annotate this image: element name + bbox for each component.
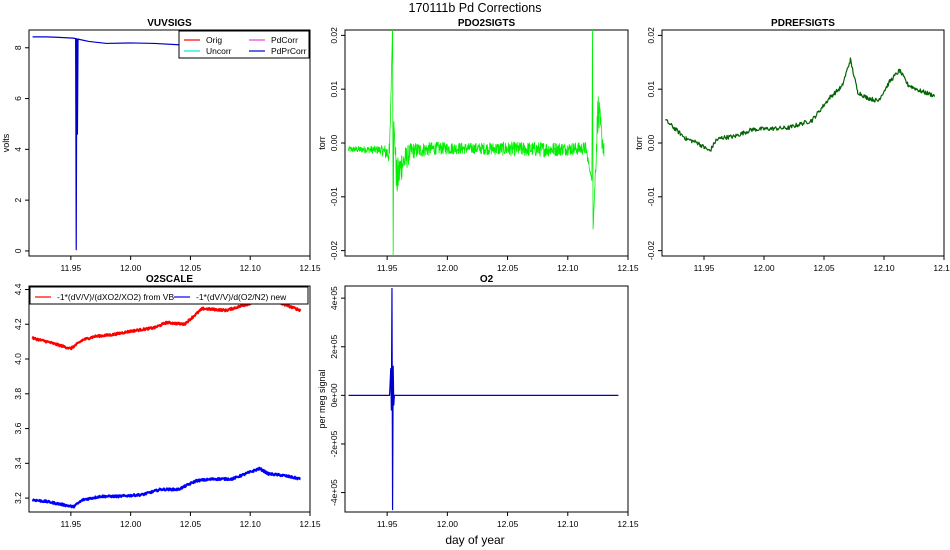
y-tick-label: 0.00 — [329, 134, 339, 151]
y-tick-label: 4.2 — [13, 318, 23, 330]
y-axis-label: volts — [1, 133, 11, 152]
y-tick-label: -0.01 — [329, 187, 339, 207]
plot-frame — [344, 285, 629, 513]
legend-label: -1*(dV/V)/(dXO2/XO2) from VB — [57, 292, 174, 302]
y-tick-label: -0.01 — [646, 187, 656, 207]
panels: VUVSIGS 11.95 12.00 12.05 12.10 12.15 0 2 4 6 8 vol… — [1, 18, 950, 529]
y-tick-label: 3.8 — [13, 388, 23, 400]
plot-frame — [28, 29, 311, 257]
panel-pdo2sigts: PDO2SIGTS 11.95 12.00 12.05 12.10 12.15 -0.02 -… — [317, 18, 639, 273]
y-tick-label: 0.01 — [329, 81, 339, 98]
panel-title: O2SCALE — [146, 274, 194, 285]
x-tick-label: 12.00 — [120, 263, 142, 273]
y-tick-label: -2e+05 — [329, 430, 339, 457]
legend-box — [29, 286, 309, 305]
x-tick-label: 12.15 — [299, 519, 321, 529]
x-tick-label: 12.10 — [557, 519, 579, 529]
figure-title: 170111b Pd Corrections — [409, 1, 542, 15]
y-tick-label: -0.02 — [329, 241, 339, 261]
y-tick-label: 2e+05 — [329, 335, 339, 359]
y-axis-label: per meg signal — [317, 369, 327, 428]
plot-frame — [661, 29, 945, 257]
series-line — [32, 36, 302, 251]
y-tick-label: 0.00 — [646, 134, 656, 151]
x-tick-label: 12.05 — [180, 263, 202, 273]
y-tick-label: 6 — [13, 96, 23, 101]
y-tick-label: 4.0 — [13, 353, 23, 365]
x-tick-label: 12.00 — [120, 519, 142, 529]
x-tick-label: 11.95 — [61, 263, 82, 273]
panel-title: PDREFSIGTS — [771, 18, 835, 29]
panel-vuvsigs: VUVSIGS 11.95 12.00 12.05 12.10 12.15 0 2 4 6 8 vol… — [1, 18, 321, 273]
x-tick-label: 11.95 — [694, 263, 715, 273]
y-tick-label: 3.6 — [13, 422, 23, 434]
x-tick-label: 11.95 — [61, 519, 82, 529]
panel-title: O2 — [480, 274, 494, 285]
x-tick-label: 12.10 — [557, 263, 579, 273]
panel-title: PDO2SIGTS — [458, 18, 516, 29]
legend-label: PdCorr — [271, 35, 298, 45]
series-line — [31, 466, 302, 509]
x-tick-label: 12.10 — [240, 263, 262, 273]
y-tick-label: 8 — [13, 45, 23, 50]
y-tick-label: 3.4 — [13, 457, 23, 469]
panel-o2: O2 11.95 12.00 12.05 12.10 12.15 -4e+05 -2e+05 0… — [317, 274, 639, 529]
series-line — [348, 287, 619, 511]
y-tick-label: 0e+00 — [329, 383, 339, 407]
y-tick-label: -0.02 — [646, 241, 656, 261]
x-tick-label: 12.05 — [813, 263, 835, 273]
x-tick-label: 12.10 — [240, 519, 262, 529]
y-axis-label: torr — [317, 136, 327, 150]
panel-title: VUVSIGS — [147, 18, 192, 29]
x-tick-label: 12.05 — [497, 263, 519, 273]
x-tick-label: 12.05 — [180, 519, 202, 529]
y-tick-label: 4e+05 — [329, 286, 339, 310]
y-tick-label: -4e+05 — [329, 479, 339, 506]
y-tick-label: 3.2 — [13, 492, 23, 504]
legend-label: PdPrCorr — [271, 46, 307, 56]
y-tick-label: 2 — [13, 198, 23, 203]
panel-pdrefsigts: PDREFSIGTS 11.95 12.00 12.05 12.10 12.15 -0.02… — [634, 18, 950, 273]
y-tick-label: 0.01 — [646, 81, 656, 98]
x-tick-label: 12.15 — [933, 263, 950, 273]
series-line — [665, 57, 935, 152]
legend-label: Orig — [206, 35, 222, 45]
x-tick-label: 11.95 — [377, 263, 398, 273]
series-line — [31, 298, 302, 351]
y-tick-label: 0.02 — [646, 27, 656, 44]
legend-label: -1*(dV/V)/d(O2/N2) new — [196, 292, 287, 302]
y-tick-label: 4 — [13, 147, 23, 152]
y-tick-label: 0 — [13, 248, 23, 253]
x-tick-label: 12.15 — [617, 263, 639, 273]
figure-xlabel: day of year — [445, 533, 504, 547]
x-tick-label: 12.00 — [753, 263, 775, 273]
plot-frame — [28, 285, 311, 513]
x-tick-label: 12.15 — [617, 519, 639, 529]
legend-box — [178, 30, 310, 59]
y-tick-label: 0.02 — [329, 27, 339, 44]
y-tick-label: 4.4 — [13, 283, 23, 295]
x-tick-label: 12.15 — [299, 263, 321, 273]
x-tick-label: 12.00 — [437, 263, 459, 273]
y-axis-label: torr — [634, 136, 644, 150]
x-tick-label: 12.05 — [497, 519, 519, 529]
x-tick-label: 12.00 — [437, 519, 459, 529]
legend-label: Uncorr — [206, 46, 232, 56]
panel-o2scale: O2SCALE 11.95 12.00 12.05 12.10 12.15 3.2 3.4 3.… — [13, 274, 321, 529]
x-tick-label: 12.10 — [873, 263, 895, 273]
series-line — [348, 30, 605, 256]
x-tick-label: 11.95 — [377, 519, 398, 529]
